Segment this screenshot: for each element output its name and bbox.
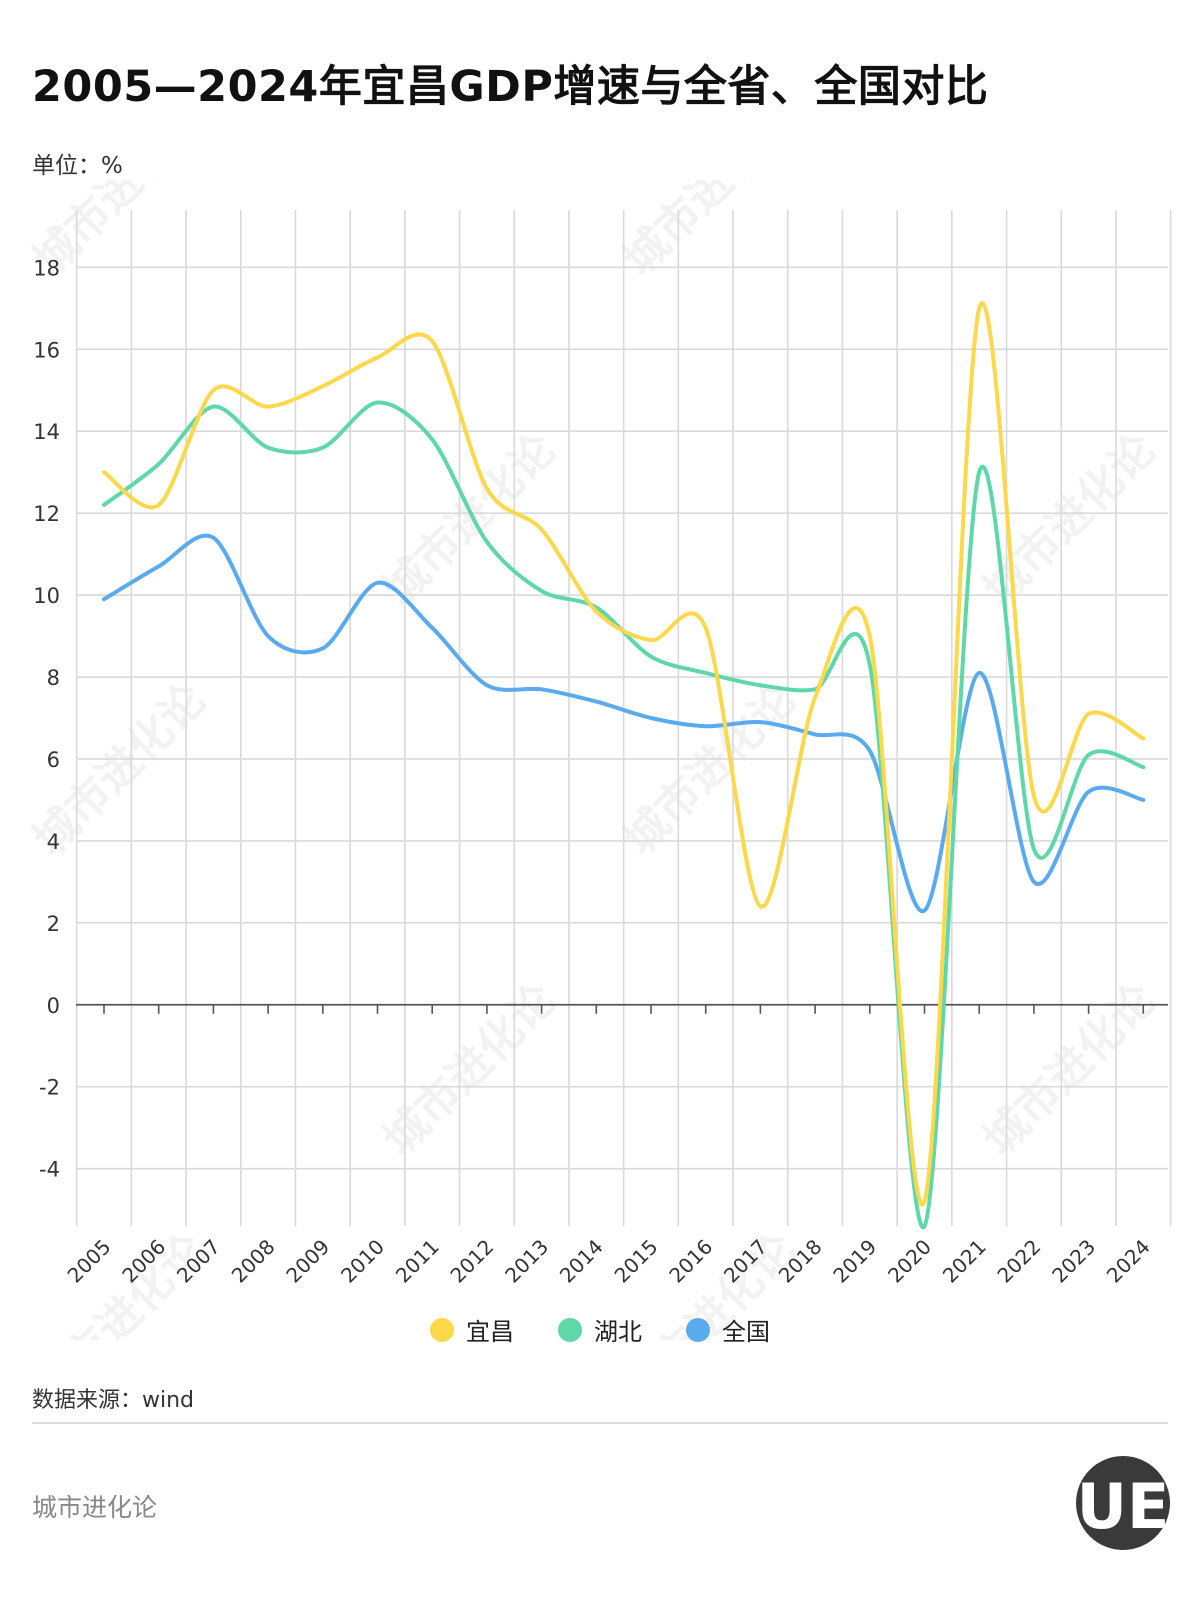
x-tick-label: 2016 [664,1235,717,1288]
y-tick-label: 0 [47,994,60,1018]
x-tick-label: 2020 [883,1235,936,1288]
series-line-yichang [102,301,1146,1207]
x-tick-label: 2014 [555,1235,608,1288]
y-tick-labels: -4 -2 0 2 4 6 8 10 12 14 16 18 [33,256,60,1181]
legend-item-hubei[interactable]: 湖北 [558,1312,642,1347]
y-tick-label: 18 [33,256,60,280]
legend: 宜昌 湖北 全国 [0,1312,1200,1347]
chart-title: 2005—2024年宜昌GDP增速与全省、全国对比 [32,62,989,112]
x-tick-label: 2008 [227,1235,280,1288]
logo-mark: UE [1077,1470,1170,1543]
legend-label-hubei: 湖北 [594,1318,642,1346]
x-tick-label: 2023 [1047,1235,1100,1288]
x-tick-label: 2013 [500,1235,553,1288]
x-tick-labels: 2005 2006 2007 2008 2009 2010 2011 2012 2013 2014… [63,1235,1155,1288]
watermark-text: 城市进化论 [974,973,1166,1165]
brand-logo: UE [1076,1456,1170,1550]
legend-swatch-yichang [430,1317,454,1342]
series-layer [102,301,1146,1229]
watermark-text: 城市进化论 [374,973,566,1165]
x-tick-label: 2021 [938,1235,991,1288]
y-tick-label: 12 [33,502,60,526]
watermark-text: 城市进化论 [614,180,806,286]
legend-label-yichang: 宜昌 [466,1318,514,1346]
x-tick-label: 2009 [281,1235,334,1288]
x-tick-label: 2024 [1102,1235,1155,1288]
legend-label-national: 全国 [722,1318,770,1346]
y-tick-label: 10 [33,584,60,608]
legend-swatch-national [686,1317,710,1342]
y-tick-label: -4 [39,1158,60,1182]
x-tick-label: 2010 [336,1235,389,1288]
divider [32,1422,1168,1424]
footer-brand: 城市进化论 [32,1493,158,1522]
y-tick-label: 6 [47,748,60,772]
x-tick-label: 2022 [992,1235,1045,1288]
x-tick-label: 2019 [828,1235,881,1288]
logo-text: UE [1077,1470,1170,1543]
y-tick-label: 8 [47,666,60,690]
legend-item-national[interactable]: 全国 [686,1312,770,1347]
legend-item-yichang[interactable]: 宜昌 [430,1312,514,1347]
y-tick-label: 16 [33,338,60,362]
x-tick-label: 2015 [610,1235,663,1288]
grid-layer [75,210,1172,1226]
y-tick-label: 2 [47,912,60,936]
legend-swatch-hubei [558,1317,582,1342]
x-tick-label: 2011 [391,1235,444,1288]
unit-label: 单位：% [32,153,123,179]
series-line-national [102,533,1146,913]
y-tick-label: 14 [33,420,60,444]
watermark-text: 城市进化论 [614,673,806,865]
y-tick-label: -2 [39,1076,60,1100]
y-tick-label: 4 [47,830,60,854]
series-line-hubei [102,400,1146,1229]
data-source: 数据来源：wind [32,1388,195,1413]
x-tick-label: 2005 [63,1235,116,1288]
x-tick-label: 2012 [445,1235,498,1288]
